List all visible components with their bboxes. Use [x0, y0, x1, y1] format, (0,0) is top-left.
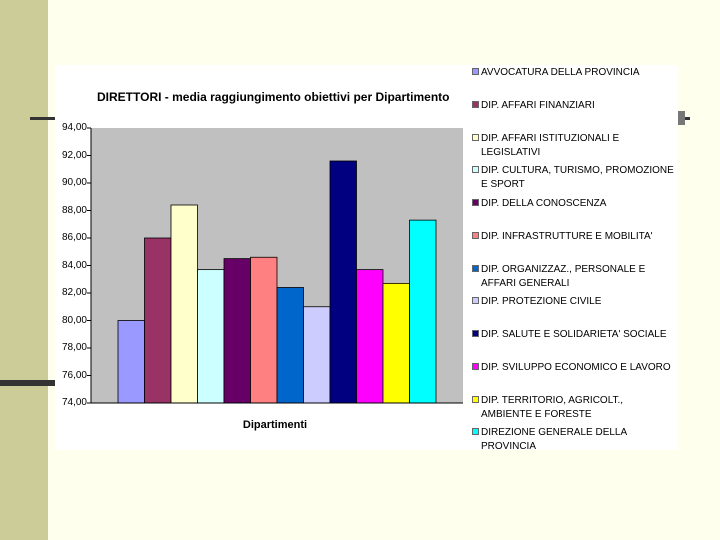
legend-label: DIP. INFRASTRUTTURE E MOBILITA' [481, 231, 653, 242]
legend-swatch [472, 265, 479, 272]
legend-swatch [472, 330, 479, 337]
bar-1 [117, 320, 145, 404]
bar-7 [276, 287, 304, 404]
legend-label: DIP. DELLA CONOSCENZA [481, 198, 607, 209]
legend-swatch [472, 134, 479, 141]
legend-label: DIP. CULTURA, TURISMO, PROMOZIONE E SPOR… [481, 165, 674, 190]
y-tick-label: 78,00 [61, 342, 87, 353]
y-tick-label: 86,00 [61, 232, 87, 243]
legend-swatch [472, 297, 479, 304]
legend-label: DIP. SALUTE E SOLIDARIETA' SOCIALE [481, 329, 667, 340]
legend-label: DIREZIONE GENERALE DELLA PROVINCIA [481, 427, 627, 452]
legend-swatch [472, 428, 479, 435]
legend-label: DIP. AFFARI ISTITUZIONALI E LEGISLATIVI [481, 133, 620, 158]
bar-8 [303, 306, 331, 404]
y-tick-label: 74,00 [61, 397, 87, 408]
bar-3 [170, 204, 198, 404]
legend-swatch [472, 101, 479, 108]
bar-6 [250, 256, 278, 404]
chart-title: DIRETTORI - media raggiungimento obietti… [97, 90, 450, 104]
y-tick-label: 76,00 [61, 369, 87, 381]
legend-swatch [472, 363, 479, 370]
legend-swatch [472, 232, 479, 239]
bar-12 [409, 219, 437, 404]
slide-accent-bar [0, 380, 60, 386]
legend-swatch [472, 166, 479, 173]
legend-label: AVVOCATURA DELLA PROVINCIA [481, 67, 640, 78]
bar-11 [382, 282, 410, 404]
legend-label: DIP. PROTEZIONE CIVILE [481, 296, 602, 307]
legend-swatch [472, 68, 479, 75]
y-tick-label: 88,00 [61, 204, 87, 216]
legend-label: DIP. ORGANIZZAZ., PERSONALE E AFFARI GEN… [481, 264, 646, 289]
y-tick-label: 80,00 [61, 314, 87, 326]
legend-swatch [472, 396, 479, 403]
bar-4 [197, 269, 225, 404]
y-tick-label: 92,00 [61, 149, 87, 161]
slide-accent-band [0, 0, 48, 540]
bar-5 [223, 258, 251, 404]
y-tick-label: 94,00 [61, 122, 87, 133]
y-tick-label: 84,00 [61, 259, 87, 271]
slide-rule-marker [676, 111, 685, 125]
y-tick-label: 90,00 [61, 177, 87, 188]
bar-10 [356, 269, 384, 404]
legend-label: DIP. AFFARI FINANZIARI [481, 100, 595, 111]
legend-swatch [472, 199, 479, 206]
legend-label: DIP. TERRITORIO, AGRICOLT., AMBIENTE E F… [481, 395, 624, 420]
legend-label: DIP. SVILUPPO ECONOMICO E LAVORO [481, 362, 671, 373]
bar-9 [329, 160, 357, 404]
bar-2 [144, 237, 172, 404]
x-axis-label: Dipartimenti [242, 419, 308, 431]
y-tick-label: 82,00 [61, 287, 87, 298]
